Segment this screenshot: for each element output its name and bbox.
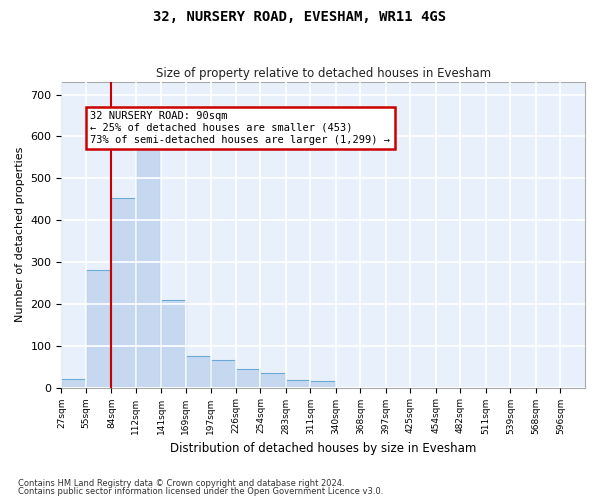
Text: 32 NURSERY ROAD: 90sqm
← 25% of detached houses are smaller (453)
73% of semi-de: 32 NURSERY ROAD: 90sqm ← 25% of detached…	[91, 112, 391, 144]
Bar	[186, 356, 210, 388]
Bar	[136, 147, 160, 388]
Bar	[286, 380, 310, 388]
Text: Contains public sector information licensed under the Open Government Licence v3: Contains public sector information licen…	[18, 487, 383, 496]
Bar	[260, 373, 284, 388]
Bar	[61, 379, 86, 388]
Bar	[211, 360, 235, 388]
Bar	[86, 270, 110, 388]
Bar	[236, 368, 260, 388]
Y-axis label: Number of detached properties: Number of detached properties	[15, 147, 25, 322]
Text: Contains HM Land Registry data © Crown copyright and database right 2024.: Contains HM Land Registry data © Crown c…	[18, 478, 344, 488]
Text: 32, NURSERY ROAD, EVESHAM, WR11 4GS: 32, NURSERY ROAD, EVESHAM, WR11 4GS	[154, 10, 446, 24]
X-axis label: Distribution of detached houses by size in Evesham: Distribution of detached houses by size …	[170, 442, 476, 455]
Bar	[161, 300, 185, 388]
Bar	[112, 198, 136, 388]
Bar	[310, 382, 335, 388]
Title: Size of property relative to detached houses in Evesham: Size of property relative to detached ho…	[155, 66, 491, 80]
